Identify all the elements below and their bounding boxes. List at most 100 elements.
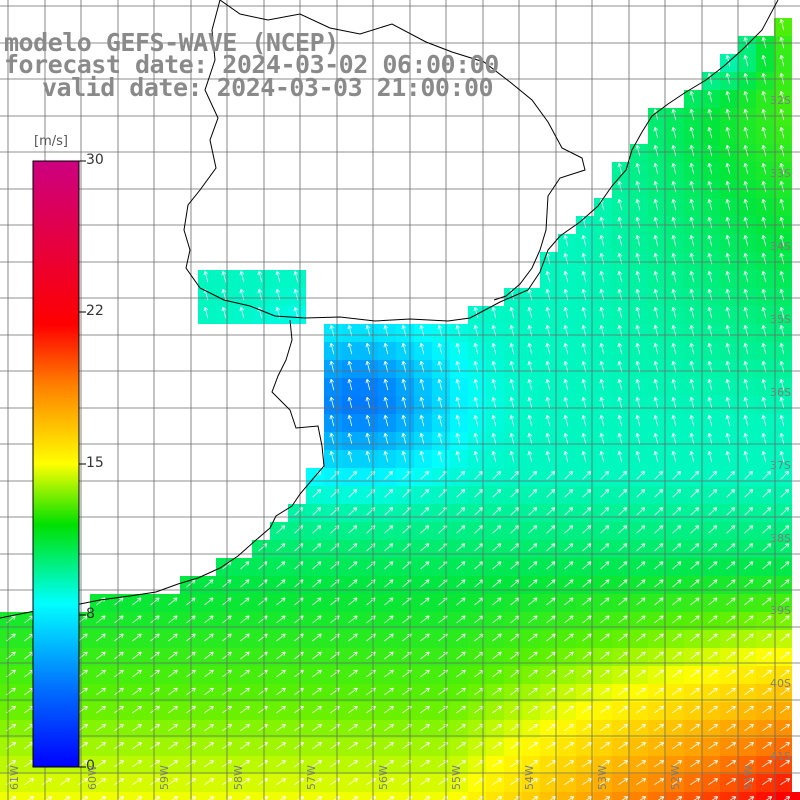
lat-label: 35S	[770, 313, 791, 326]
wind-arrow	[725, 378, 731, 391]
wind-arrow	[582, 760, 593, 768]
wind-arrow	[600, 705, 610, 714]
wind-arrow	[150, 615, 160, 624]
wind-arrow	[527, 396, 533, 409]
wind-arrow	[546, 742, 556, 750]
wind-arrow	[780, 742, 790, 750]
wind-arrow	[707, 414, 713, 427]
lon-label: 53W	[596, 765, 609, 790]
wind-arrow	[240, 651, 250, 660]
wind-arrow	[528, 525, 538, 534]
wind-arrow	[492, 543, 502, 552]
wind-arrow	[564, 597, 574, 606]
wind-arrow	[348, 615, 358, 624]
wind-arrow	[779, 342, 785, 355]
wind-arrow	[708, 507, 718, 516]
wind-arrow	[509, 342, 515, 355]
wind-arrow	[420, 579, 430, 588]
wind-arrow	[690, 543, 700, 552]
wind-arrow	[635, 360, 641, 373]
wind-arrow	[312, 633, 322, 642]
wind-arrow	[636, 471, 646, 480]
wind-arrow	[743, 306, 749, 319]
wind-arrow	[653, 378, 659, 391]
wind-arrow	[618, 760, 629, 768]
wind-arrow	[581, 432, 587, 445]
wind-arrow	[707, 108, 713, 121]
wind-arrow	[150, 597, 160, 606]
wind-speed-cell	[738, 792, 756, 800]
wind-arrow	[690, 561, 700, 570]
wind-arrow	[653, 450, 659, 463]
wind-arrow	[600, 597, 610, 606]
wind-arrow	[114, 778, 125, 786]
wind-arrow	[618, 778, 629, 786]
wind-arrow	[780, 579, 790, 588]
wind-arrow	[582, 651, 592, 660]
wind-arrow	[690, 471, 700, 480]
wind-arrow	[348, 525, 358, 534]
wind-arrow	[617, 396, 623, 409]
wind-arrow	[708, 597, 718, 606]
wind-arrow	[581, 234, 587, 247]
wind-arrow	[708, 471, 718, 480]
wind-arrow	[527, 432, 533, 445]
wind-speed-cell	[468, 792, 486, 800]
wind-arrow	[671, 144, 677, 157]
wind-arrow	[168, 778, 179, 786]
wind-arrow	[600, 561, 610, 570]
wind-arrow	[401, 450, 407, 463]
wind-arrow	[348, 633, 358, 642]
wind-arrow	[636, 687, 646, 696]
wind-arrow	[401, 378, 407, 391]
wind-arrow	[419, 396, 425, 409]
wind-arrow	[276, 561, 286, 570]
wind-arrow	[60, 778, 71, 786]
wind-arrow	[726, 615, 736, 624]
wind-arrow	[473, 342, 479, 355]
wind-arrow	[384, 597, 394, 606]
wind-arrow	[114, 597, 124, 606]
wind-arrow	[744, 778, 755, 786]
wind-speed-field	[0, 18, 800, 800]
wind-arrow	[618, 724, 628, 732]
wind-arrow	[96, 705, 106, 714]
wind-arrow	[348, 778, 359, 786]
wind-arrow	[564, 687, 574, 696]
wind-speed-cell	[234, 792, 252, 800]
wind-arrow	[563, 378, 569, 391]
wind-arrow	[581, 342, 587, 355]
wind-arrow	[312, 778, 323, 786]
wind-arrow	[654, 543, 664, 552]
wind-arrow	[456, 687, 466, 696]
wind-arrow	[240, 724, 250, 732]
lon-label: 56W	[377, 765, 390, 790]
wind-arrow	[761, 306, 767, 319]
wind-arrow	[221, 306, 227, 319]
wind-arrow	[582, 543, 592, 552]
wind-arrow	[114, 742, 124, 750]
wind-arrow	[600, 543, 610, 552]
wind-arrow	[24, 778, 35, 786]
wind-arrow	[96, 760, 107, 768]
wind-arrow	[491, 432, 497, 445]
wind-arrow	[564, 778, 575, 786]
wind-arrow	[581, 324, 587, 337]
wind-arrow	[545, 396, 551, 409]
wind-arrow	[365, 414, 371, 427]
valid-date: valid date: 2024-03-03 21:00:00	[42, 73, 494, 102]
wind-arrow	[725, 360, 731, 373]
wind-arrow	[384, 471, 394, 480]
wind-arrow	[708, 760, 719, 768]
wind-arrow	[725, 306, 731, 319]
wind-arrow	[545, 432, 551, 445]
wind-arrow	[599, 234, 605, 247]
wind-arrow	[509, 396, 515, 409]
wind-speed-cell	[54, 792, 72, 800]
wind-arrow	[437, 324, 443, 337]
wind-arrow	[312, 760, 323, 768]
wind-arrow	[491, 450, 497, 463]
wind-arrow	[78, 669, 88, 678]
wind-arrow	[636, 543, 646, 552]
wind-arrow	[366, 760, 377, 768]
